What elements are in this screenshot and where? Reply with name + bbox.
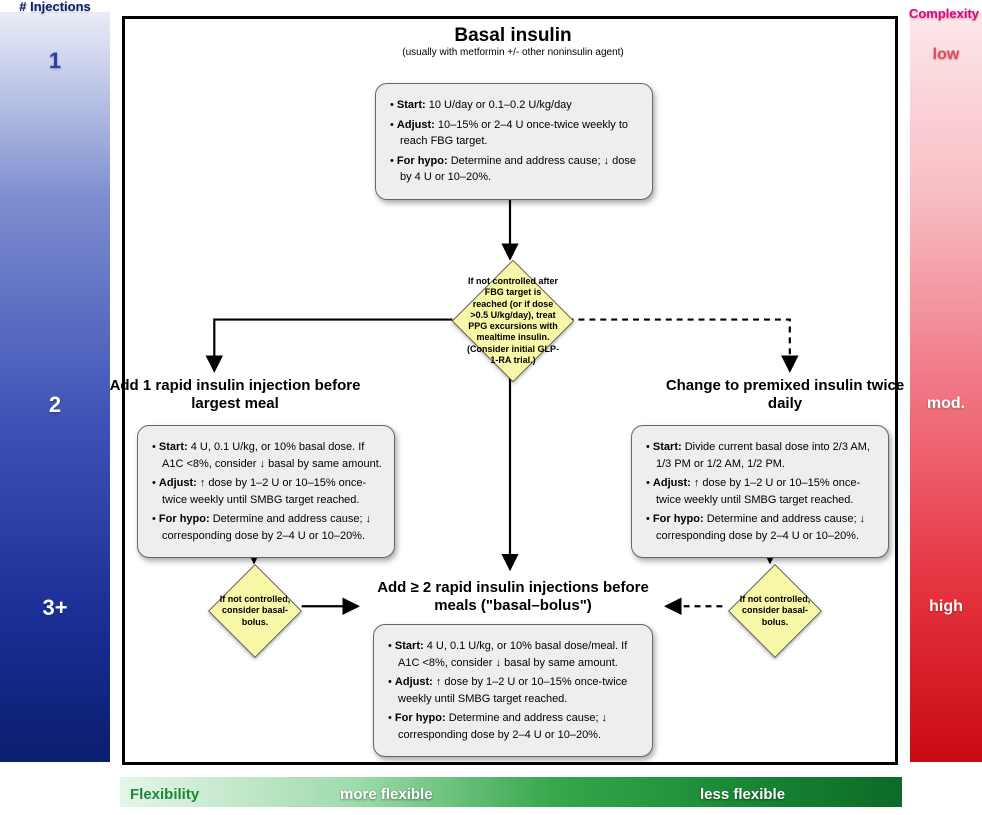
basal-bullet-hypo: • For hypo: Determine and address cause;… (390, 153, 640, 186)
bolus-details: • Start: 4 U, 0.1 U/kg, or 10% basal dos… (373, 624, 653, 757)
decision-small-right-text: If not controlled, consider basal-bolus. (729, 565, 821, 657)
bolus-bullet-adjust: • Adjust: ↑ dose by 1–2 U or 10–15% once… (388, 674, 640, 707)
decision-small-right: If not controlled, consider basal-bolus. (729, 565, 821, 657)
right-level-low: low (910, 46, 982, 64)
bottom-axis-title: Flexibility (130, 786, 199, 803)
decision-main: If not controlled after FBG target is re… (453, 261, 573, 381)
right-level-mod: mod. (910, 395, 982, 413)
bolus-bullet-start: • Start: 4 U, 0.1 U/kg, or 10% basal dos… (388, 638, 640, 671)
left-level-1: 1 (0, 48, 110, 74)
bolus-bullet-hypo: • For hypo: Determine and address cause;… (388, 710, 640, 743)
add1-bullet-start: • Start: 4 U, 0.1 U/kg, or 10% basal dos… (152, 439, 382, 472)
basal-subtitle: (usually with metformin +/- other nonins… (363, 47, 663, 58)
decision-small-left-text: If not controlled, consider basal-bolus. (209, 565, 301, 657)
premix-bullet-adjust: • Adjust: ↑ dose by 1–2 U or 10–15% once… (646, 475, 876, 508)
premix-bullet-hypo: • For hypo: Determine and address cause;… (646, 511, 876, 544)
decision-main-text: If not controlled after FBG target is re… (453, 261, 573, 381)
add1-title: Add 1 rapid insulin injection before lar… (105, 377, 365, 413)
bolus-title: Add ≥ 2 rapid insulin injections before … (363, 579, 663, 615)
right-level-high: high (910, 598, 982, 616)
left-axis-title: # Injections (0, 0, 110, 14)
bottom-more-flexible: more flexible (340, 786, 433, 803)
left-gradient-injections (0, 12, 110, 762)
add1-bullet-hypo: • For hypo: Determine and address cause;… (152, 511, 382, 544)
right-gradient-complexity (910, 12, 982, 762)
main-border-box: Basal insulin (usually with metformin +/… (122, 16, 898, 765)
right-axis-title: Complexity (906, 6, 982, 21)
add1-bullet-adjust: • Adjust: ↑ dose by 1–2 U or 10–15% once… (152, 475, 382, 508)
left-level-3: 3+ (0, 595, 110, 621)
bottom-less-flexible: less flexible (700, 786, 785, 803)
left-level-2: 2 (0, 392, 110, 418)
decision-small-left: If not controlled, consider basal-bolus. (209, 565, 301, 657)
diagram-stage: # Injections 1 2 3+ Complexity low mod. … (0, 0, 982, 815)
basal-details: • Start: 10 U/day or 0.1–0.2 U/kg/day • … (375, 83, 653, 200)
basal-bullet-start: • Start: 10 U/day or 0.1–0.2 U/kg/day (390, 97, 640, 114)
premix-bullet-start: • Start: Divide current basal dose into … (646, 439, 876, 472)
premix-title: Change to premixed insulin twice daily (655, 377, 915, 413)
premix-details: • Start: Divide current basal dose into … (631, 425, 889, 558)
basal-bullet-adjust: • Adjust: 10–15% or 2–4 U once-twice wee… (390, 117, 640, 150)
add1-details: • Start: 4 U, 0.1 U/kg, or 10% basal dos… (137, 425, 395, 558)
basal-title-text: Basal insulin (454, 25, 571, 46)
basal-title: Basal insulin (usually with metformin +/… (363, 25, 663, 58)
